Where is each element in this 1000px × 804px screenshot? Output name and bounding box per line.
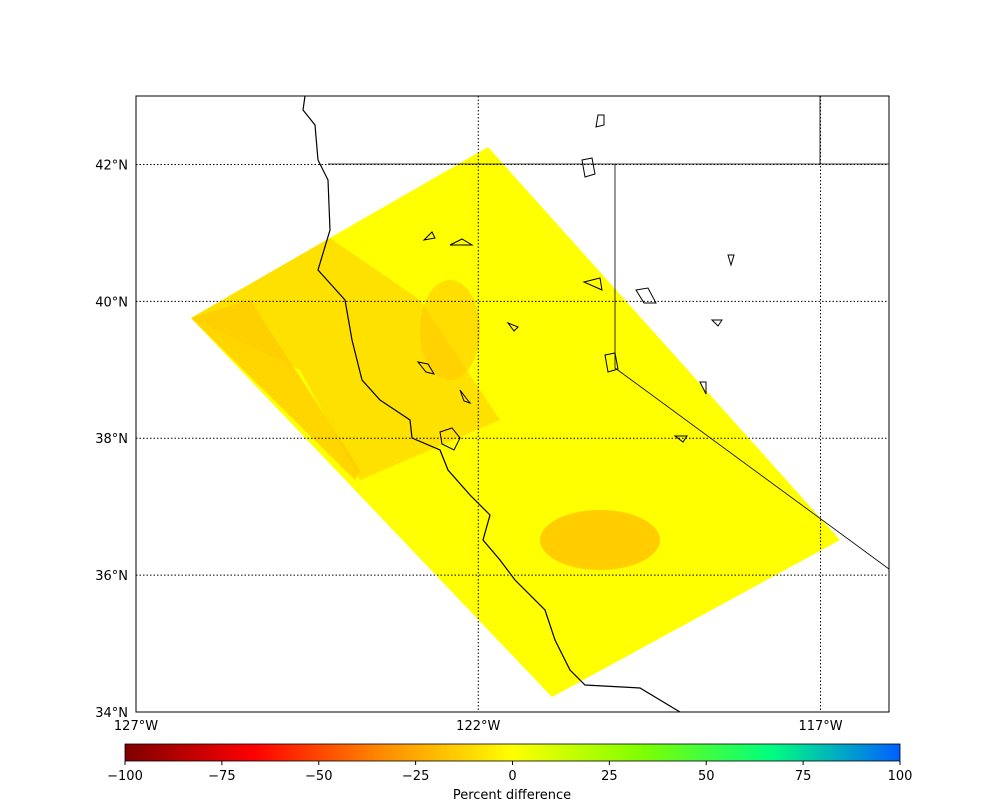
x-tick-label: 117°W xyxy=(798,719,842,734)
y-tick-label: 40°N xyxy=(95,295,128,310)
coastline xyxy=(302,96,681,712)
colorbar-tick-label: 100 xyxy=(888,769,913,784)
y-tick-label: 34°N xyxy=(95,706,128,721)
y-tick-label: 38°N xyxy=(95,432,128,447)
data-region-shade xyxy=(191,300,360,480)
data-region xyxy=(191,147,840,697)
y-tick-label: 42°N xyxy=(95,158,128,173)
data-region-shade xyxy=(420,280,480,380)
colorbar-tick-label: −25 xyxy=(402,769,429,784)
map-frame xyxy=(135,95,890,713)
colorbar-tick-label: 75 xyxy=(795,769,812,784)
colorbar-tick-label: −50 xyxy=(305,769,332,784)
colorbar-tick-label: 50 xyxy=(698,769,715,784)
map-content xyxy=(191,96,889,712)
y-tick-label: 36°N xyxy=(95,569,128,584)
lake xyxy=(416,114,735,451)
colorbar-tick-label: −75 xyxy=(208,769,235,784)
data-region-shade xyxy=(191,238,500,480)
x-tick-label: 122°W xyxy=(456,719,500,734)
colorbar-tick-label: 25 xyxy=(601,769,618,784)
colorbar-tick-label: −100 xyxy=(107,769,143,784)
data-region-shade xyxy=(540,510,660,570)
colorbar xyxy=(124,743,901,762)
colorbar-tick-label: 0 xyxy=(508,769,516,784)
colorbar-label: Percent difference xyxy=(453,788,571,800)
x-tick-label: 127°W xyxy=(114,719,158,734)
